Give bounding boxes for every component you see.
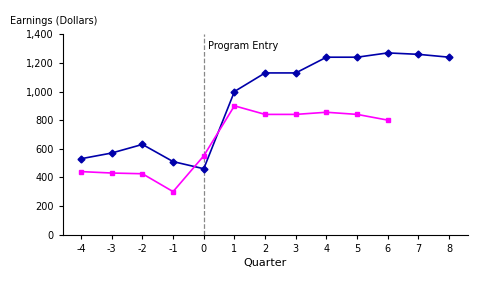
TWC bbox=[170, 190, 176, 193]
RSC bbox=[139, 143, 145, 146]
RSC bbox=[446, 55, 452, 59]
Line: TWC: TWC bbox=[79, 104, 390, 194]
RSC bbox=[323, 55, 329, 59]
TWC bbox=[78, 170, 84, 173]
TWC bbox=[262, 113, 268, 116]
RSC bbox=[262, 71, 268, 75]
TWC bbox=[231, 104, 237, 108]
X-axis label: Quarter: Quarter bbox=[243, 258, 287, 268]
RSC bbox=[354, 55, 360, 59]
Text: Earnings (Dollars): Earnings (Dollars) bbox=[10, 16, 97, 26]
RSC bbox=[201, 167, 207, 170]
RSC bbox=[415, 53, 421, 56]
RSC bbox=[231, 90, 237, 93]
RSC bbox=[293, 71, 299, 75]
RSC bbox=[385, 51, 391, 55]
RSC bbox=[109, 151, 115, 155]
TWC bbox=[354, 113, 360, 116]
RSC bbox=[78, 157, 84, 160]
TWC bbox=[201, 154, 207, 158]
TWC bbox=[323, 111, 329, 114]
Text: Program Entry: Program Entry bbox=[208, 41, 279, 51]
Line: RSC: RSC bbox=[79, 51, 452, 171]
TWC bbox=[109, 171, 115, 175]
TWC bbox=[293, 113, 299, 116]
TWC bbox=[385, 118, 391, 122]
RSC bbox=[170, 160, 176, 163]
TWC bbox=[139, 172, 145, 176]
